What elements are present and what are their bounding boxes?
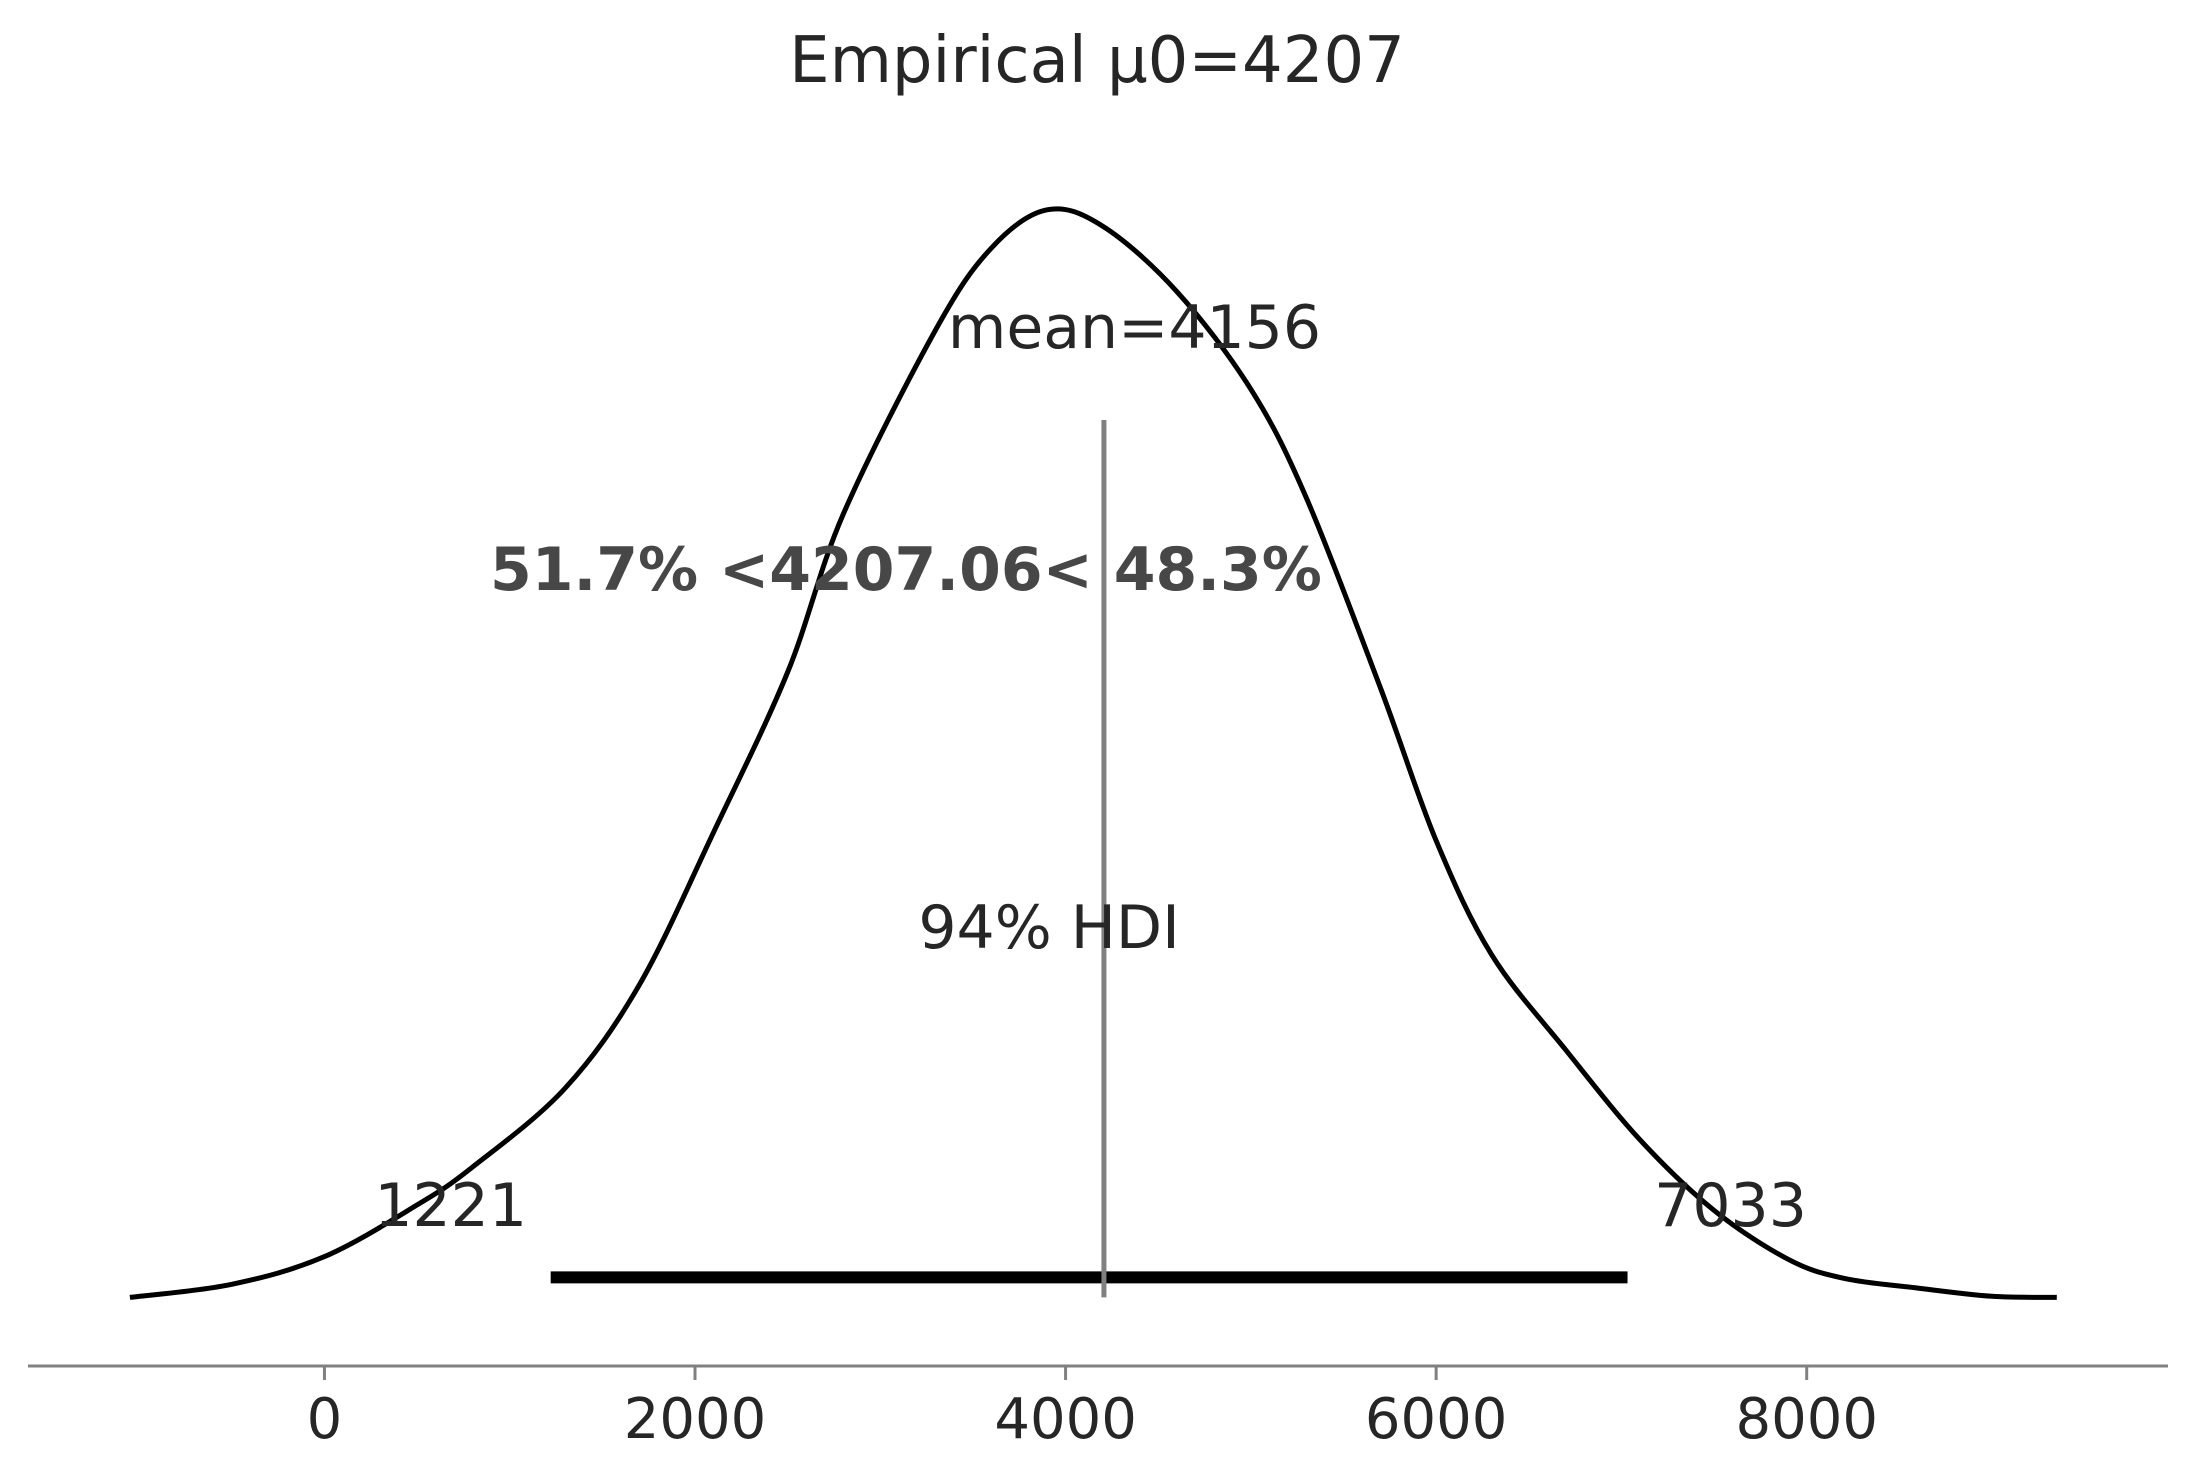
hdi-low-label: 1221 — [374, 1171, 527, 1241]
x-tick-label: 2000 — [624, 1387, 767, 1452]
x-tick-label: 8000 — [1735, 1387, 1878, 1452]
reference-value-label: 51.7% <4207.06< 48.3% — [490, 535, 1322, 605]
hdi-label: 94% HDI — [918, 893, 1179, 963]
x-tick-label: 0 — [307, 1387, 343, 1452]
x-tick-label: 4000 — [994, 1387, 1137, 1452]
density-curve — [129, 206, 2057, 1300]
x-tick-label: 6000 — [1365, 1387, 1508, 1452]
mean-label: mean=4156 — [948, 293, 1321, 363]
hdi-high-label: 7033 — [1654, 1171, 1807, 1241]
chart-title: Empirical μ0=4207 — [789, 24, 1405, 98]
x-axis-ticks: 0 2000 4000 6000 8000 — [307, 1366, 1878, 1452]
